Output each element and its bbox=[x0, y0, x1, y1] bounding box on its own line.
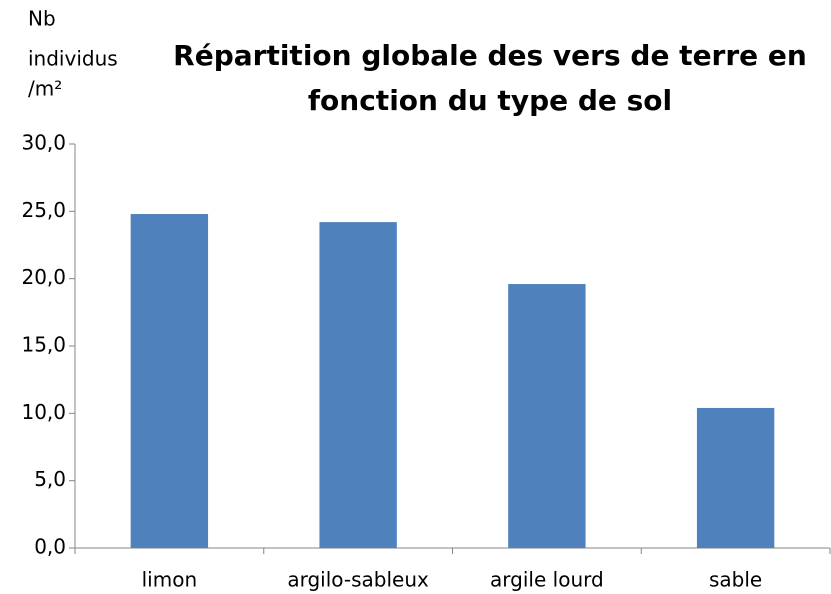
y-tick-label: 5,0 bbox=[34, 467, 66, 491]
y-axis-label: individus bbox=[28, 47, 118, 71]
y-tick-label: 25,0 bbox=[21, 198, 66, 222]
y-tick-label: 15,0 bbox=[21, 333, 66, 357]
y-tick-label: 20,0 bbox=[21, 265, 66, 289]
bar bbox=[696, 407, 775, 548]
y-axis-label: Nb bbox=[28, 7, 56, 31]
x-tick-label: argile lourd bbox=[490, 568, 604, 592]
x-tick-label: sable bbox=[709, 568, 762, 592]
bar bbox=[319, 222, 397, 548]
y-tick-label: 0,0 bbox=[34, 535, 66, 559]
x-tick-label: limon bbox=[142, 568, 198, 592]
chart-title: Répartition globale des vers de terre en bbox=[173, 39, 807, 72]
chart-title: fonction du type de sol bbox=[308, 84, 672, 117]
y-tick-label: 30,0 bbox=[21, 131, 66, 155]
y-tick-label: 10,0 bbox=[21, 400, 66, 424]
y-axis-label: /m² bbox=[28, 77, 62, 101]
bar bbox=[130, 214, 209, 548]
bar bbox=[508, 284, 586, 548]
x-tick-label: argilo-sableux bbox=[287, 568, 429, 592]
